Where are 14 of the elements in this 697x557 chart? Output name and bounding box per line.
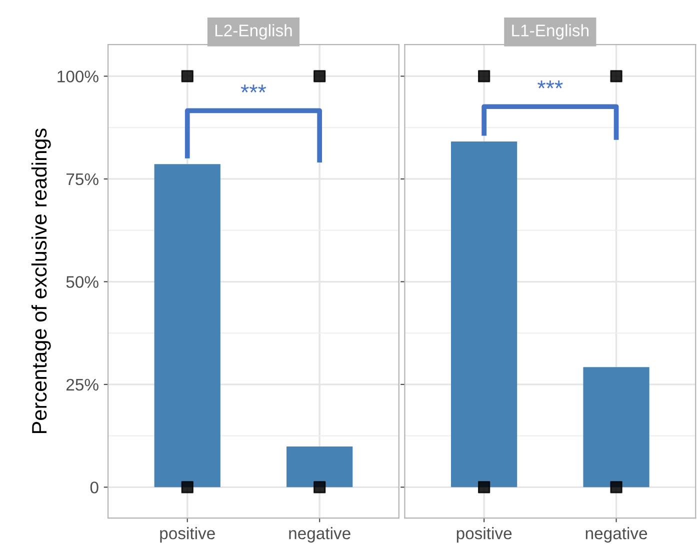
y-tick-label: 0 (90, 482, 98, 494)
chart-title: L1-English (512, 24, 588, 40)
x-tick-label: positive (160, 527, 215, 543)
y-tick-label: 100% (58, 70, 98, 82)
y-tick-label: 50% (66, 276, 98, 288)
x-tick-label: negative (586, 527, 648, 543)
annotation: *** (240, 84, 266, 92)
y-axis-title: Percentage of exclusive readings (31, 128, 51, 434)
y-tick-label: 75% (66, 173, 98, 186)
chart-title: L2-English (215, 24, 292, 40)
y-tick-label: 25% (66, 378, 98, 391)
x-tick-label: negative (289, 527, 350, 543)
x-tick-label: positive (456, 527, 512, 543)
annotation: *** (538, 80, 563, 88)
